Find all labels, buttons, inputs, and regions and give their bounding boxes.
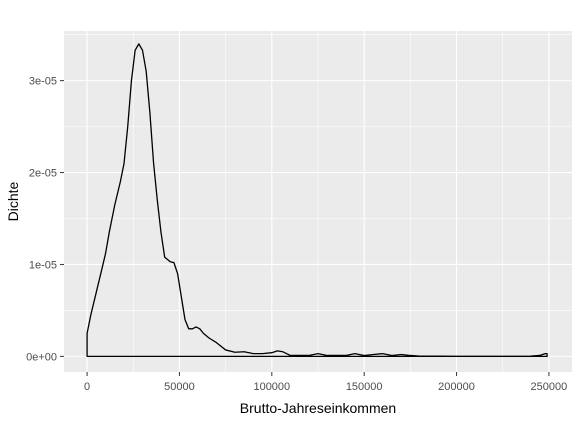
y-tick-label: 0e+00 <box>26 351 57 363</box>
density-curve <box>86 43 548 358</box>
y-axis-title: Dichte <box>5 181 21 221</box>
x-tick-label: 100000 <box>253 381 290 393</box>
series-layer <box>86 43 548 358</box>
minor-gridlines <box>64 31 572 372</box>
y-axis: 0e+00 1e-05 2e-05 3e-05 <box>26 76 64 363</box>
x-tick-label: 50000 <box>164 381 195 393</box>
x-tick-label: 250000 <box>531 381 568 393</box>
x-tick-label: 0 <box>84 381 90 393</box>
y-tick-label: 3e-05 <box>29 76 57 88</box>
x-axis-title: Brutto-Jahreseinkommen <box>240 400 396 416</box>
x-tick-label: 200000 <box>438 381 475 393</box>
y-tick-label: 2e-05 <box>29 168 57 180</box>
x-tick-label: 150000 <box>346 381 383 393</box>
x-axis: 0 50000 100000 150000 200000 250000 <box>84 372 567 393</box>
y-tick-label: 1e-05 <box>29 259 57 271</box>
